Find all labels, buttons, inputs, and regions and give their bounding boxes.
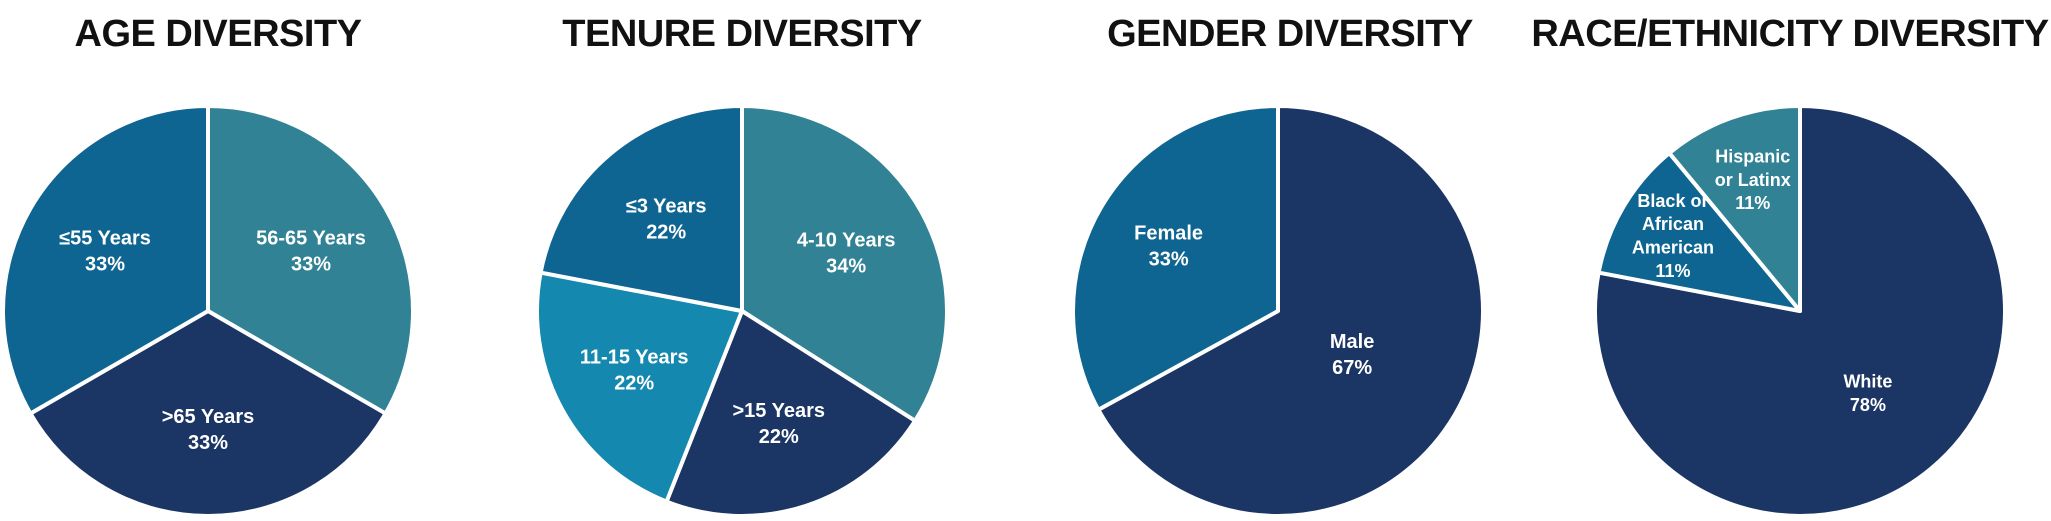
tenure-diversity-label-4-10-years: 4-10 Years 34% <box>797 230 896 278</box>
age-diversity-slice-56-65-years <box>206 104 415 416</box>
slice-label-line: 33% <box>188 432 228 454</box>
race-ethnicity-diversity-title: RACE/ETHNICITY DIVERSITY <box>1531 13 2048 55</box>
tenure-diversity-pie-chart: TENURE DIVERSITY 4-10 Years 34% >15 Years 22… <box>535 13 949 518</box>
age-diversity-title: AGE DIVERSITY <box>75 13 362 55</box>
race-ethnicity-diversity-slice-hispanic-or-latinx <box>1667 104 1802 313</box>
age-diversity-label-55-years: ≤55 Years 33% <box>59 228 151 276</box>
tenure-diversity-title: TENURE DIVERSITY <box>562 13 922 55</box>
slice-label-line: 78% <box>1850 395 1886 415</box>
age-diversity-label-56-65-years: 56-65 Years 33% <box>256 228 366 276</box>
tenure-diversity-slice-11-15-years <box>535 270 744 504</box>
slice-label-line: 33% <box>1149 248 1189 270</box>
gender-diversity-slice-male <box>1096 104 1485 518</box>
slice-label-line: >15 Years <box>732 400 825 422</box>
gender-diversity-title: GENDER DIVERSITY <box>1107 13 1473 55</box>
race-ethnicity-diversity-slice-black-or-african-american <box>1596 151 1802 313</box>
slice-label-line: 22% <box>614 372 654 394</box>
race-ethnicity-diversity-label-white: White 78% <box>1843 371 1892 414</box>
age-diversity-label-65-years: >65 Years 33% <box>162 406 255 454</box>
slice-label-line: 56-65 Years <box>256 228 366 250</box>
slice-label-line: White <box>1843 371 1892 391</box>
race-ethnicity-diversity-label-black-or-african-american: Black or African American 11% <box>1632 191 1714 281</box>
tenure-diversity-slice-15-years <box>664 309 918 518</box>
slice-label-line: American <box>1632 238 1714 258</box>
slice-label-line: 11% <box>1735 193 1770 213</box>
slice-label-line: Hispanic <box>1715 146 1790 166</box>
slice-label-line: >65 Years <box>162 406 255 428</box>
age-diversity-slice-55-years <box>1 104 210 416</box>
age-diversity-slice-65-years <box>28 309 388 518</box>
slice-label-line: 33% <box>85 254 125 276</box>
gender-diversity-slice-female <box>1071 104 1280 412</box>
slice-label-line: African <box>1642 214 1704 234</box>
tenure-diversity-label-11-15-years: 11-15 Years 22% <box>580 346 689 394</box>
gender-diversity-pie-chart: GENDER DIVERSITY Male 67% Female 33% <box>1071 13 1485 518</box>
slice-label-line: or Latinx <box>1715 170 1791 190</box>
slice-label-line: Female <box>1134 222 1203 244</box>
slice-label-line: 22% <box>759 426 799 448</box>
slice-label-line: ≤55 Years <box>59 228 151 250</box>
race-ethnicity-diversity-pie-chart: RACE/ETHNICITY DIVERSITY White 78% Black or… <box>1531 13 2049 518</box>
slice-label-line: 11% <box>1655 261 1690 281</box>
slice-label-line: Male <box>1330 331 1374 353</box>
slice-label-line: ≤3 Years <box>626 195 707 217</box>
slice-label-line: 11-15 Years <box>580 346 689 368</box>
gender-diversity-label-female: Female 33% <box>1134 222 1203 270</box>
slice-label-line: 33% <box>291 254 331 276</box>
slice-label-line: Black or <box>1637 191 1708 211</box>
slice-label-line: 22% <box>646 221 686 243</box>
tenure-diversity-label-15-years: >15 Years 22% <box>732 400 825 448</box>
slice-label-line: 67% <box>1332 357 1372 379</box>
slice-label-line: 4-10 Years <box>797 230 896 252</box>
race-ethnicity-diversity-label-hispanic-or-latinx: Hispanic or Latinx 11% <box>1715 146 1791 213</box>
gender-diversity-label-male: Male 67% <box>1330 331 1374 379</box>
tenure-diversity-slice-3-years <box>538 104 744 313</box>
slice-label-line: 34% <box>826 256 866 278</box>
tenure-diversity-label-3-years: ≤3 Years 22% <box>626 195 707 243</box>
